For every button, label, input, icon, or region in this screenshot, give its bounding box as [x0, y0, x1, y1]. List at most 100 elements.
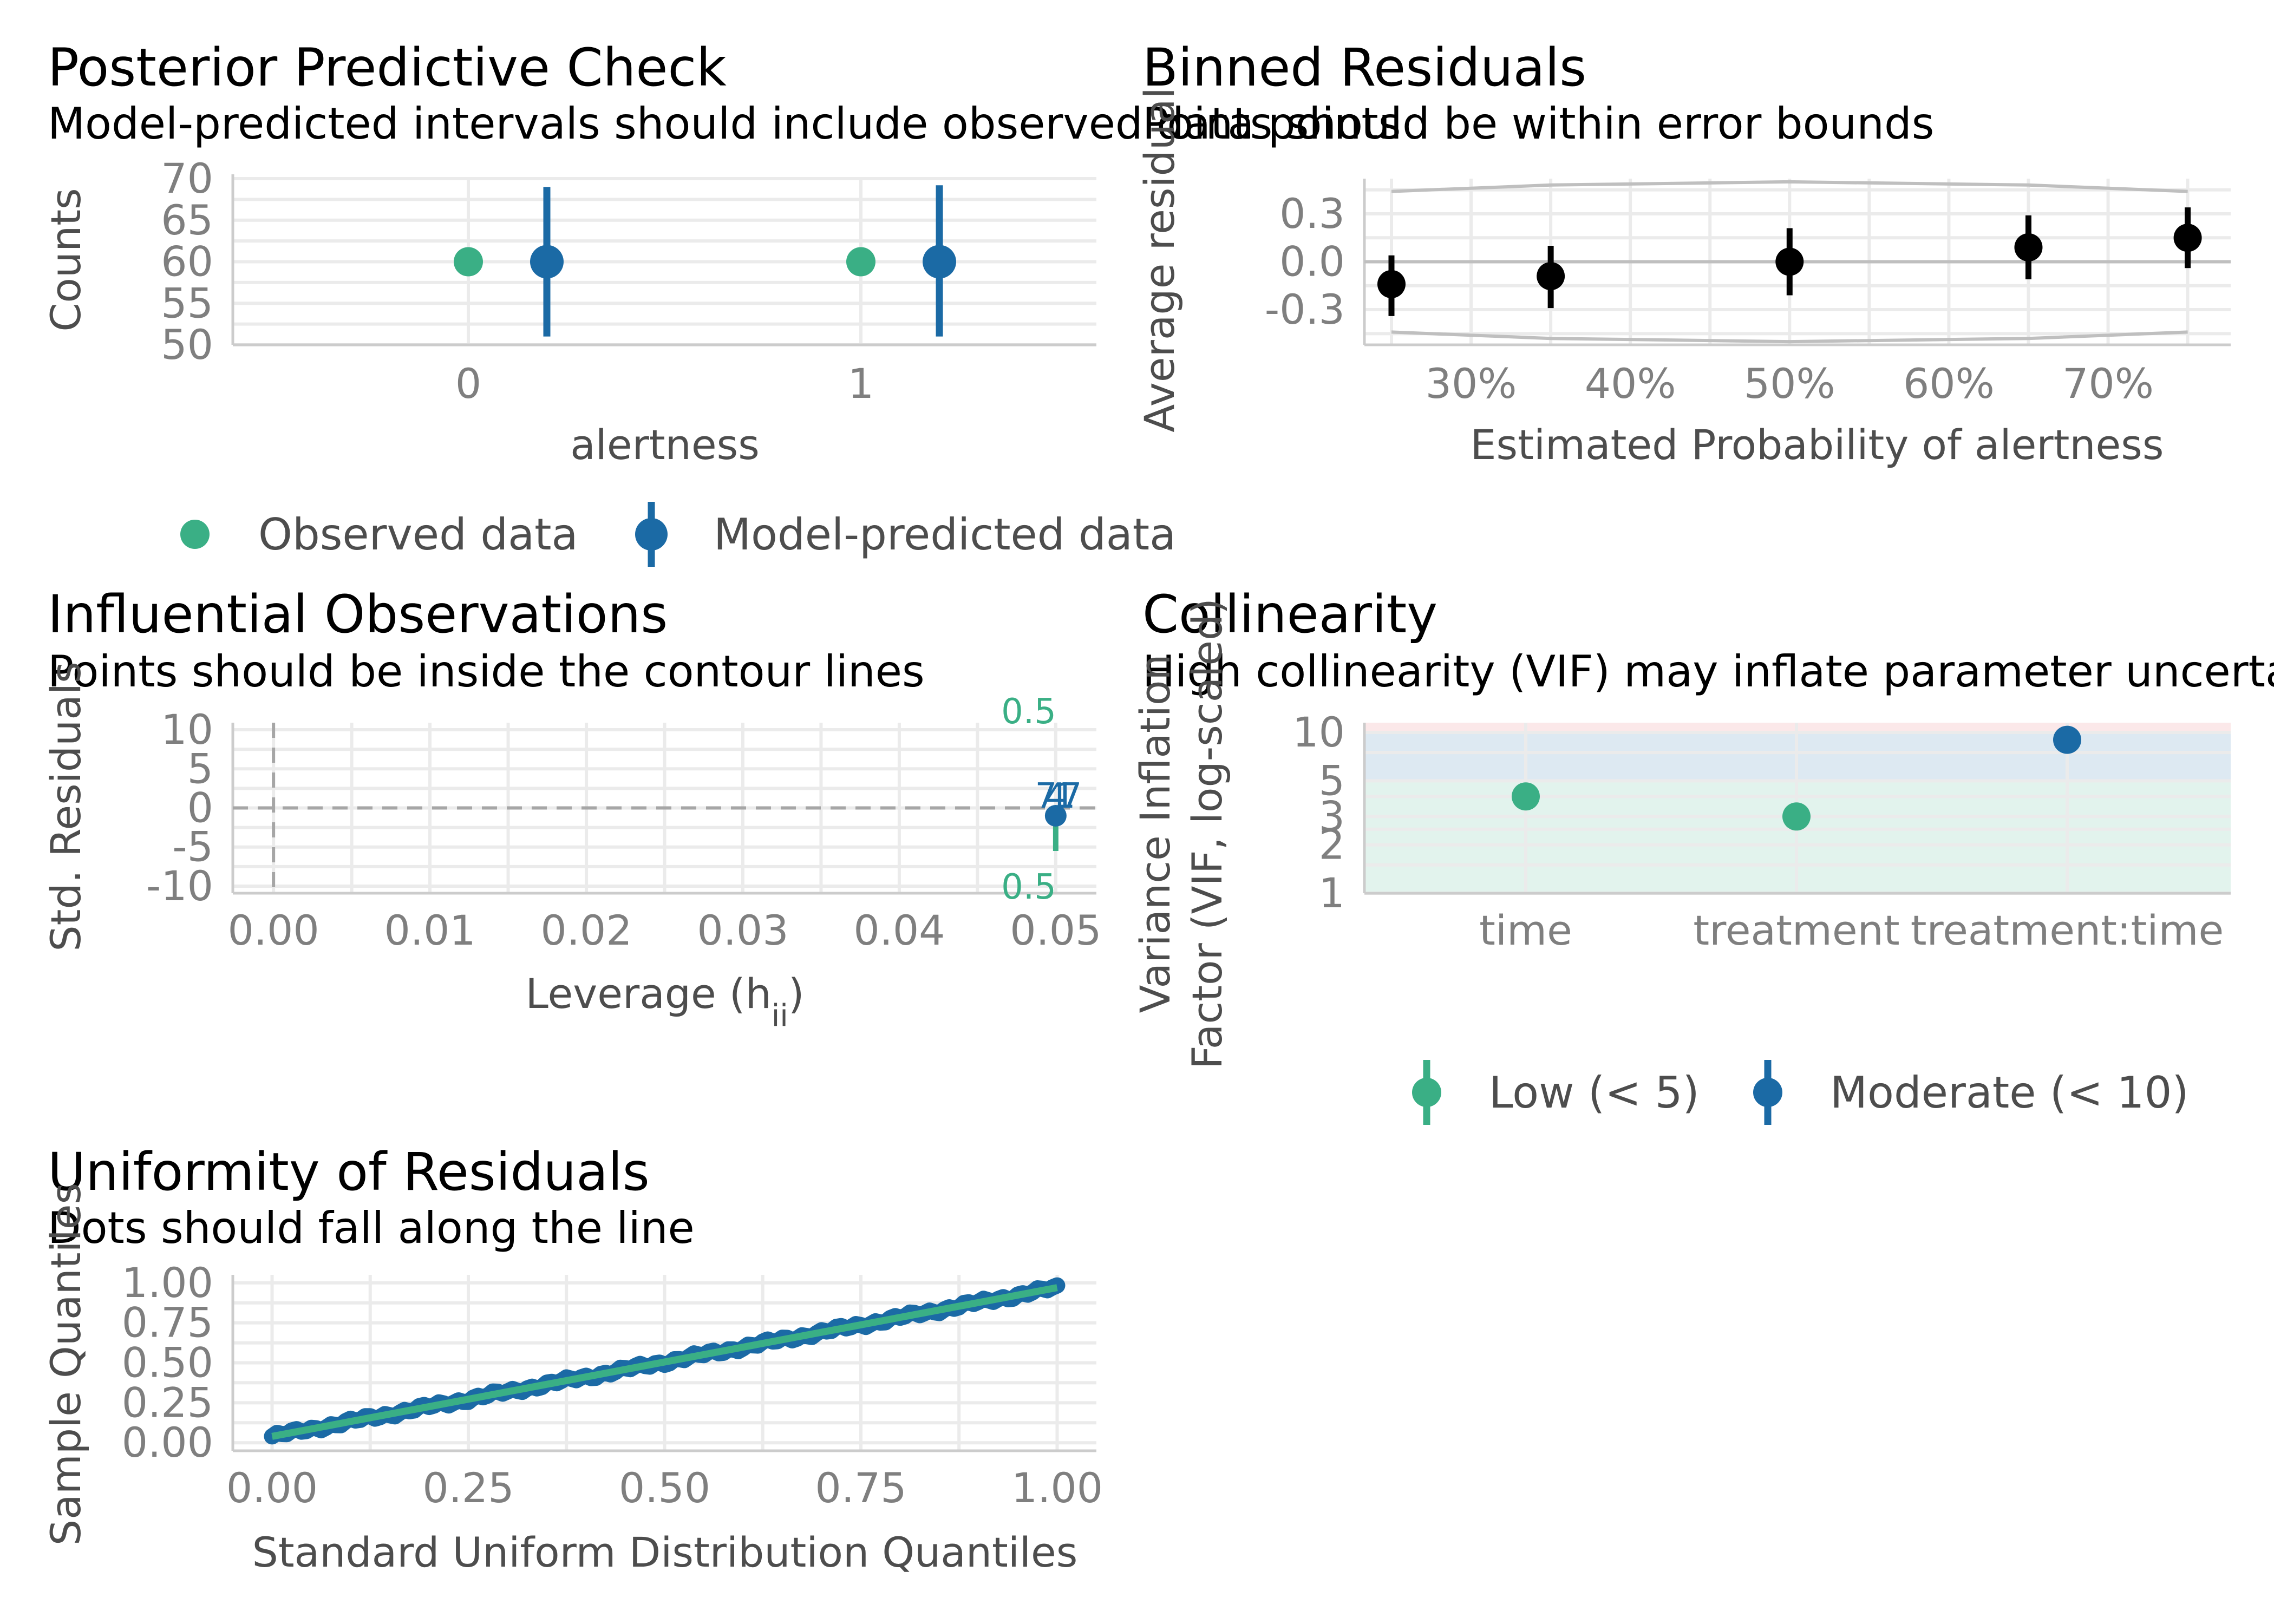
x-tick-label: time	[1479, 906, 1572, 954]
collinearity-subtitle: High collinearity (VIF) may inflate para…	[1142, 646, 2274, 697]
y-tick-label: 5	[187, 744, 213, 793]
legend-low-icon	[1412, 1078, 1441, 1107]
residual-point	[2014, 233, 2043, 261]
point-label: 1	[1054, 776, 1076, 816]
x-tick-label: 0.50	[619, 1464, 710, 1512]
uniformity-ylabel: Sample Quantiles	[42, 1183, 90, 1546]
y-tick-label: -5	[172, 823, 213, 871]
legend-predicted-icon	[635, 518, 668, 551]
influence-point	[1044, 804, 1067, 827]
legend-moderate-icon	[1753, 1078, 1782, 1107]
lower-error-bound	[1391, 330, 2188, 344]
binned-marks	[1364, 180, 2231, 344]
x-tick-label: 50%	[1744, 359, 1835, 408]
x-tick-label: 0.02	[540, 906, 632, 954]
legend-moderate-label: Moderate (< 10)	[1830, 1068, 2189, 1118]
ppc-title: Posterior Predictive Check	[48, 37, 727, 98]
legend-observed-icon	[180, 520, 210, 549]
legend-observed-label: Observed data	[258, 509, 578, 560]
binned-title: Binned Residuals	[1142, 37, 1586, 98]
observed-point	[846, 247, 875, 277]
x-tick-label: 0.25	[422, 1464, 514, 1512]
y-tick-label: 1	[1319, 869, 1345, 917]
vif-point	[1782, 802, 1811, 831]
y-tick-label: 10	[1292, 708, 1345, 756]
ppc-xlabel: alertness	[570, 421, 760, 469]
ppc-gridlines	[233, 177, 1096, 346]
binned-xlabel: Estimated Probability of alertness	[1470, 421, 2164, 469]
y-tick-label: 5	[1319, 756, 1345, 804]
y-tick-label: 65	[161, 196, 213, 244]
binned-subtitle: Points should be within error bounds	[1142, 99, 1934, 149]
x-tick-label: 0.00	[226, 1464, 318, 1512]
binned-ylabel: Average residual	[1135, 87, 1184, 432]
x-tick-label: 0.01	[384, 906, 475, 954]
influential-xlabel: Leverage (hii)	[525, 970, 804, 1033]
x-tick-label: 1.00	[1011, 1464, 1103, 1512]
predicted-point	[530, 245, 564, 279]
point-label: 7	[1060, 776, 1082, 816]
x-tick-label: 0	[455, 359, 481, 408]
y-tick-label: 60	[161, 238, 213, 286]
uniformity-subtitle: Dots should fall along the line	[48, 1203, 695, 1253]
x-tick-label: 40%	[1585, 359, 1676, 408]
influential-subtitle: Points should be inside the contour line…	[48, 646, 925, 697]
point-label: 7	[1035, 776, 1057, 816]
ppc-marks	[454, 185, 956, 337]
residual-point	[2173, 224, 2202, 252]
collinearity-ylabel-line2: Factor (VIF, log-scaled)	[1183, 598, 1231, 1069]
ppc-legend: Observed data Model-predicted data	[180, 502, 1176, 567]
y-tick-label: 0	[187, 784, 213, 832]
point-label: 4	[1045, 776, 1067, 816]
y-tick-label: 70	[161, 154, 213, 202]
uniformity-title: Uniformity of Residuals	[48, 1142, 650, 1202]
legend-low-label: Low (< 5)	[1489, 1068, 1700, 1118]
collinearity-ylabel-line1: Variance Inflation	[1131, 654, 1179, 1013]
binned-panel: Binned Residuals Points should be within…	[1135, 37, 2231, 469]
predicted-point	[923, 245, 956, 279]
x-tick-label: 60%	[1903, 359, 1995, 408]
ppc-subtitle: Model-predicted intervals should include…	[48, 99, 1401, 149]
collinearity-marks	[1512, 725, 2081, 831]
uniformity-panel: Uniformity of Residuals Dots should fall…	[42, 1142, 1103, 1576]
ppc-panel: Posterior Predictive Check Model-predict…	[42, 37, 1401, 567]
residual-point	[1377, 270, 1406, 298]
collinearity-legend: Low (< 5) Moderate (< 10)	[1412, 1060, 2189, 1125]
y-tick-label: 3	[1319, 792, 1345, 840]
uniformity-axes: 0.000.250.500.751.000.00 0.25 0.50 0.75 1.00	[122, 1259, 1103, 1512]
ppc-ylabel: Counts	[42, 188, 90, 331]
x-tick-label: 0.00	[228, 906, 319, 954]
x-tick-label: 0.04	[853, 906, 945, 954]
uniformity-xlabel: Standard Uniform Distribution Quantiles	[252, 1528, 1078, 1576]
uniformity-marks	[264, 1277, 1066, 1445]
x-tick-label: 1	[848, 359, 874, 408]
influential-marks	[233, 723, 1096, 893]
y-tick-label: 0.00	[122, 1418, 213, 1466]
residual-point	[1775, 247, 1804, 276]
upper-error-bound	[1391, 180, 2188, 193]
y-tick-label: 55	[161, 279, 213, 327]
influential-title: Influential Observations	[48, 584, 668, 645]
contour-label-bottom: 0.5	[1001, 867, 1056, 907]
y-tick-label: 2	[1319, 821, 1345, 869]
y-tick-label: 0.50	[122, 1339, 213, 1387]
influential-panel: Influential Observations Points should b…	[42, 584, 1101, 1033]
y-tick-label: -10	[146, 862, 213, 910]
x-tick-label: 0.05	[1010, 906, 1101, 954]
y-tick-label: 0.75	[122, 1299, 213, 1347]
y-tick-label: 0.25	[122, 1378, 213, 1426]
reference-line	[271, 1284, 1058, 1440]
y-tick-label: 0.3	[1279, 189, 1345, 238]
residual-point	[1537, 262, 1565, 291]
y-tick-label: 10	[161, 705, 213, 754]
x-tick-label: 30%	[1426, 359, 1517, 408]
x-tick-label: treatment	[1693, 906, 1899, 954]
x-tick-label: 70%	[2062, 359, 2154, 408]
legend-predicted-label: Model-predicted data	[714, 509, 1176, 560]
observed-point	[454, 247, 483, 277]
influential-ylabel: Std. Residuals	[42, 662, 90, 951]
